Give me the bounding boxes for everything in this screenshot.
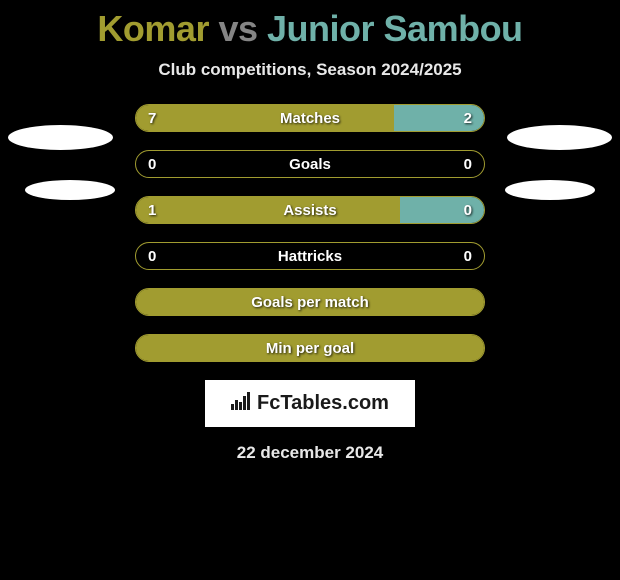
stat-row: 72Matches: [135, 104, 485, 132]
stat-label: Goals per match: [136, 289, 484, 315]
page-title: Komar vs Junior Sambou: [0, 0, 620, 50]
logo-text: FcTables.com: [257, 392, 389, 415]
logo: FcTables.com: [231, 392, 389, 416]
stat-label: Min per goal: [136, 335, 484, 361]
date: 22 december 2024: [0, 443, 620, 463]
stat-row: 00Goals: [135, 150, 485, 178]
player2-photo-ellipse-1: [507, 125, 612, 150]
player1-photo-ellipse-1: [8, 125, 113, 150]
stat-row: Min per goal: [135, 334, 485, 362]
player1-photo-ellipse-2: [25, 180, 115, 200]
comparison-chart: 72Matches 00Goals 10Assists 00Hattricks Goal…: [135, 104, 485, 362]
stat-row: 10Assists: [135, 196, 485, 224]
title-player2: Junior Sambou: [267, 8, 523, 49]
player2-photo-ellipse-2: [505, 180, 595, 200]
stat-label: Assists: [136, 197, 484, 223]
stat-row: Goals per match: [135, 288, 485, 316]
stat-label: Hattricks: [136, 243, 484, 269]
subtitle: Club competitions, Season 2024/2025: [0, 60, 620, 80]
stat-label: Matches: [136, 105, 484, 131]
title-vs: vs: [218, 8, 257, 49]
logo-box: FcTables.com: [205, 380, 415, 427]
title-player1: Komar: [97, 8, 209, 49]
stat-row: 00Hattricks: [135, 242, 485, 270]
stat-label: Goals: [136, 151, 484, 177]
bars-icon: [231, 392, 253, 416]
